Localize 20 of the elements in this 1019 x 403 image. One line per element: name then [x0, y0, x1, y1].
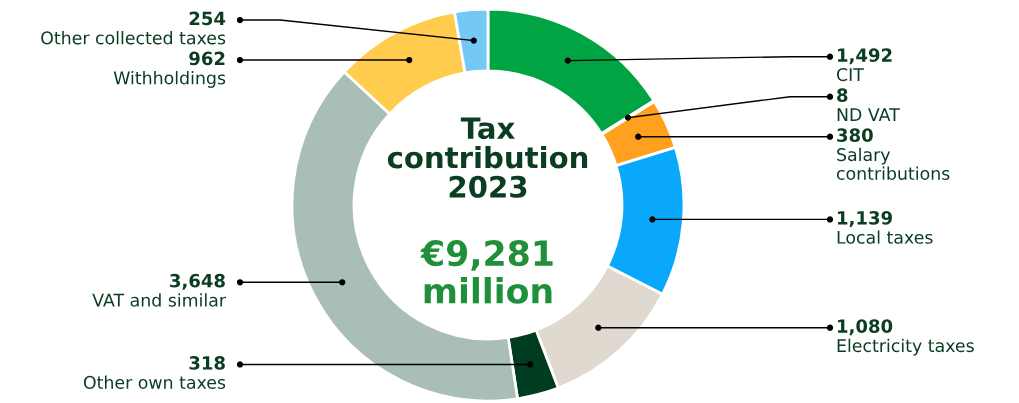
slice-label: Local taxes [837, 230, 933, 244]
data-label: 3,648 [170, 273, 225, 290]
slice-label: Other collected taxes [41, 31, 226, 45]
data-label: 8 [837, 88, 848, 102]
data-label: 380 [837, 128, 873, 142]
data-label: 1,139 [838, 211, 892, 227]
data-label: 962 [189, 51, 225, 66]
text: €9,281 million [420, 240, 553, 304]
data-label: 1,080 [838, 319, 893, 336]
data-label: 318 [189, 356, 225, 370]
slice-label: Withholdings [113, 71, 226, 88]
slice-label: Salary contributions [836, 147, 950, 180]
slice-label: VAT and similar [92, 293, 227, 307]
slice-label: Electricity taxes [837, 338, 974, 356]
slice-label: Other own taxes [83, 375, 226, 389]
data-label: 1,492 [838, 48, 892, 65]
text: Tax contribution 2023 [387, 117, 588, 198]
slice-label: CIT [836, 68, 864, 82]
slice-label: ND VAT [837, 108, 900, 121]
data-label: 254 [189, 11, 226, 26]
